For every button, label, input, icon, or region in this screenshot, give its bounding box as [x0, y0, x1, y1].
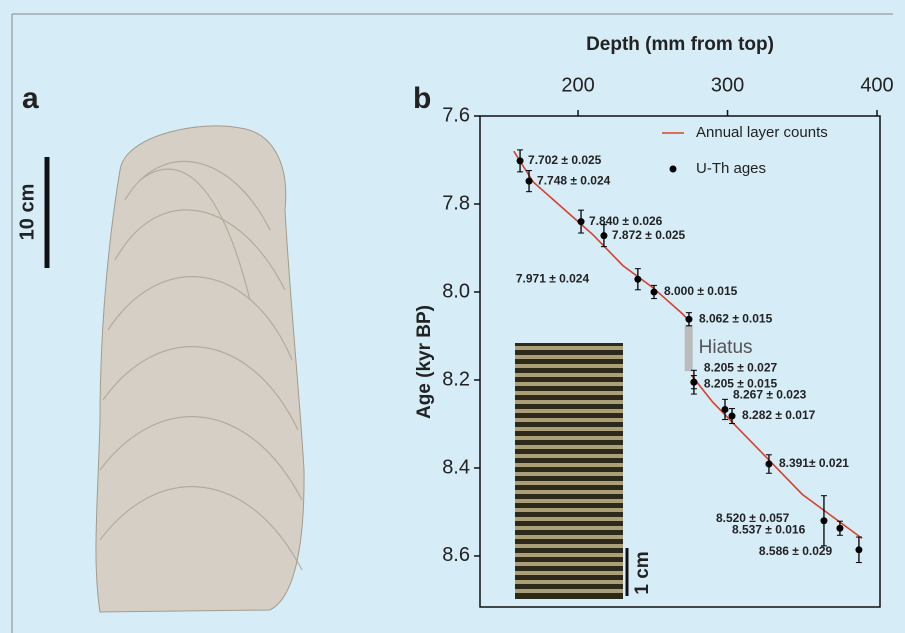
u-th-point: [634, 276, 641, 283]
panel-label: b: [413, 82, 431, 115]
y-tick-label: 7.8: [442, 192, 470, 214]
inset-stripe: [515, 445, 623, 449]
data-label: 8.391± 0.021: [779, 456, 849, 470]
x-axis-title: Depth (mm from top): [586, 34, 774, 55]
scale-bar-label: 1 cm: [632, 551, 653, 594]
legend-label: Annual layer counts: [696, 124, 828, 141]
y-tick-label: 8.6: [442, 544, 470, 566]
inset-stripe: [515, 463, 623, 467]
inset-stripe: [515, 382, 623, 386]
inset-stripe: [515, 562, 623, 566]
inset-stripe: [515, 589, 623, 593]
x-tick-label: 400: [860, 74, 893, 96]
y-tick-label: 8.4: [442, 456, 470, 478]
data-label: 8.267 ± 0.023: [733, 388, 807, 402]
inset-stripe: [515, 391, 623, 395]
inset-stripe: [515, 355, 623, 359]
u-th-point: [855, 546, 862, 553]
y-tick-label: 7.6: [442, 104, 470, 126]
inset-stripe: [515, 409, 623, 413]
legend-label: U-Th ages: [696, 160, 766, 177]
inset-background: [515, 343, 623, 599]
stalagmite-photo: [96, 126, 304, 612]
data-label: 7.872 ± 0.025: [612, 228, 686, 242]
inset-stripe: [515, 517, 623, 521]
inset-stripe: [515, 580, 623, 584]
u-th-point: [836, 525, 843, 532]
inset-stripe: [515, 427, 623, 431]
inset-stripe: [515, 571, 623, 575]
inset-stripe: [515, 481, 623, 485]
legend-marker: [670, 166, 677, 173]
x-tick-label: 300: [711, 74, 744, 96]
u-th-point: [820, 517, 827, 524]
inset-stripe: [515, 364, 623, 368]
data-label: 8.586 ± 0.029: [759, 544, 833, 558]
inset-stripe: [515, 490, 623, 494]
inset-stripe: [515, 508, 623, 512]
inset-stripe: [515, 472, 623, 476]
inset-stripe: [515, 526, 623, 530]
inset-stripe: [515, 553, 623, 557]
inset-stripe: [515, 418, 623, 422]
hiatus-bar: [685, 325, 693, 371]
u-th-point: [600, 232, 607, 239]
panel-label: a: [22, 82, 39, 115]
u-th-point: [650, 288, 657, 295]
inset-stripe: [515, 544, 623, 548]
u-th-point: [721, 406, 728, 413]
inset-stripe: [515, 535, 623, 539]
data-label: 8.282 ± 0.017: [742, 408, 816, 422]
data-label: 7.748 ± 0.024: [537, 173, 611, 187]
inset-stripe: [515, 499, 623, 503]
u-th-point: [765, 461, 772, 468]
hiatus-label: Hiatus: [699, 337, 753, 358]
data-label: 7.702 ± 0.025: [528, 153, 602, 167]
y-tick-label: 8.0: [442, 280, 470, 302]
data-label: 7.840 ± 0.026: [589, 214, 663, 228]
figure: a 10 cm b 1 cm Depth (mm from top) Age (…: [0, 0, 905, 633]
inset-stripe: [515, 346, 623, 350]
u-th-point: [729, 413, 736, 420]
u-th-point: [517, 157, 524, 164]
u-th-point: [690, 379, 697, 386]
inset-stripe: [515, 454, 623, 458]
u-th-point: [526, 178, 533, 185]
u-th-point: [685, 316, 692, 323]
data-label: 8.205 ± 0.027: [704, 360, 778, 374]
u-th-point: [578, 218, 585, 225]
x-tick-label: 200: [561, 74, 594, 96]
inset-photo: [515, 343, 623, 599]
data-label: 8.000 ± 0.015: [664, 284, 738, 298]
data-label: 7.971 ± 0.024: [516, 271, 590, 285]
inset-stripe: [515, 373, 623, 377]
y-axis-title: Age (kyr BP): [414, 305, 435, 419]
inset-stripe: [515, 400, 623, 404]
inset-stripe: [515, 436, 623, 440]
y-tick-label: 8.2: [442, 368, 470, 390]
data-label: 8.062 ± 0.015: [699, 311, 773, 325]
scale-bar-label: 10 cm: [16, 184, 38, 241]
data-label: 8.537 ± 0.016: [732, 522, 806, 536]
